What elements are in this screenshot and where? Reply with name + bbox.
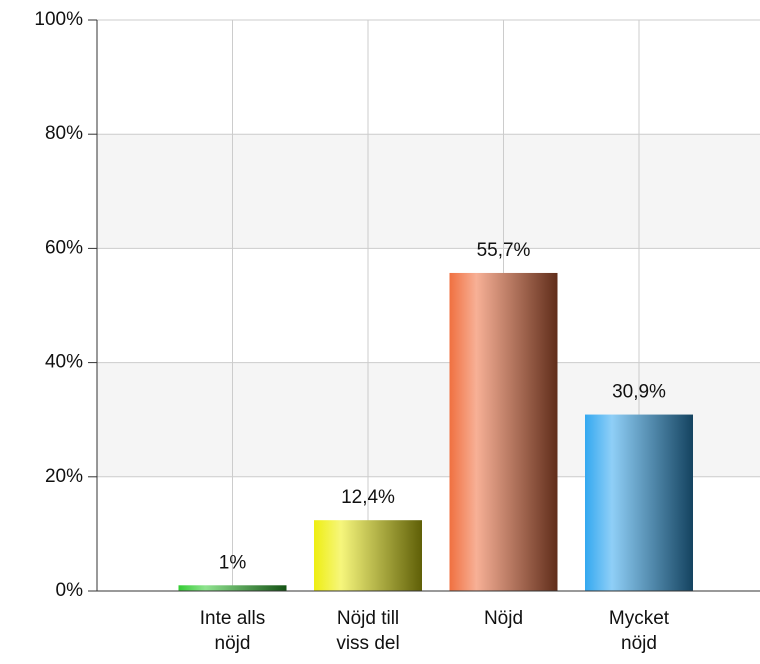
value-label: 1% [219,552,247,573]
bar [314,520,422,591]
y-tick-label: 20% [45,466,83,487]
bar [178,585,287,591]
x-tick-label: Nöjd [483,608,524,629]
bar [585,414,693,591]
x-tick-label: Inte alls nöjd [199,608,266,654]
y-tick-label: 100% [34,9,83,30]
bar [449,272,558,591]
value-label: 55,7% [477,240,531,261]
grid-band [97,134,760,249]
y-tick-label: 60% [45,237,83,258]
y-tick-label: 80% [45,123,83,144]
x-tick-label: Nöjd till viss del [336,608,400,654]
value-label: 30,9% [612,382,666,403]
y-tick-label: 0% [56,580,84,601]
x-tick-label: Mycket nöjd [608,608,670,654]
y-tick-label: 40% [45,352,83,373]
value-label: 12,4% [341,487,395,508]
